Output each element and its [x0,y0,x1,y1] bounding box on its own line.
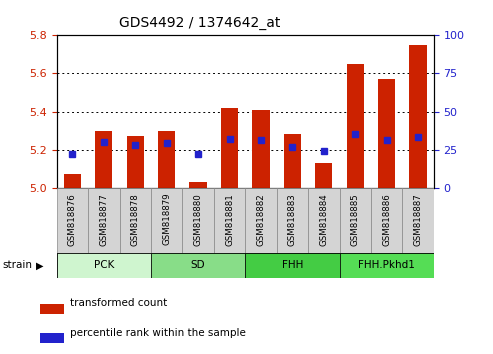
Bar [40,333,64,343]
Bar [347,64,364,188]
Bar [64,174,81,188]
Text: GSM818886: GSM818886 [382,193,391,246]
Bar [308,188,340,253]
Text: GSM818878: GSM818878 [131,193,140,246]
Bar [40,304,64,314]
Bar [127,136,144,188]
Bar [189,182,207,188]
Text: PCK: PCK [94,261,114,270]
Text: ▶: ▶ [36,261,43,270]
Bar [221,108,238,188]
Bar [245,253,340,278]
Text: strain: strain [2,261,33,270]
Bar [410,45,427,188]
Text: GSM818882: GSM818882 [256,193,266,246]
Text: transformed count: transformed count [70,298,168,308]
Text: GSM818876: GSM818876 [68,193,77,246]
Text: GSM818884: GSM818884 [319,193,328,246]
Bar [151,253,245,278]
Bar [245,188,277,253]
Bar [284,134,301,188]
Bar [277,188,308,253]
Bar [95,131,112,188]
Text: GSM818877: GSM818877 [99,193,108,246]
Text: GSM818881: GSM818881 [225,193,234,246]
Bar [182,188,214,253]
Bar [57,188,88,253]
Bar [252,110,270,188]
Bar [158,131,176,188]
Text: GSM818879: GSM818879 [162,193,171,245]
Bar [340,188,371,253]
Text: FHH.Pkhd1: FHH.Pkhd1 [358,261,415,270]
Bar [88,188,119,253]
Bar [151,188,182,253]
Bar [214,188,246,253]
Text: GSM818887: GSM818887 [414,193,423,246]
Text: SD: SD [191,261,206,270]
Text: GSM818883: GSM818883 [288,193,297,246]
Text: percentile rank within the sample: percentile rank within the sample [70,328,246,338]
Text: FHH: FHH [282,261,303,270]
Text: GSM818885: GSM818885 [351,193,360,246]
Text: GDS4492 / 1374642_at: GDS4492 / 1374642_at [119,16,281,30]
Bar [378,79,395,188]
Bar [119,188,151,253]
Bar [57,253,151,278]
Bar [402,188,434,253]
Bar [340,253,434,278]
Text: GSM818880: GSM818880 [194,193,203,246]
Bar [371,188,402,253]
Bar [315,163,332,188]
